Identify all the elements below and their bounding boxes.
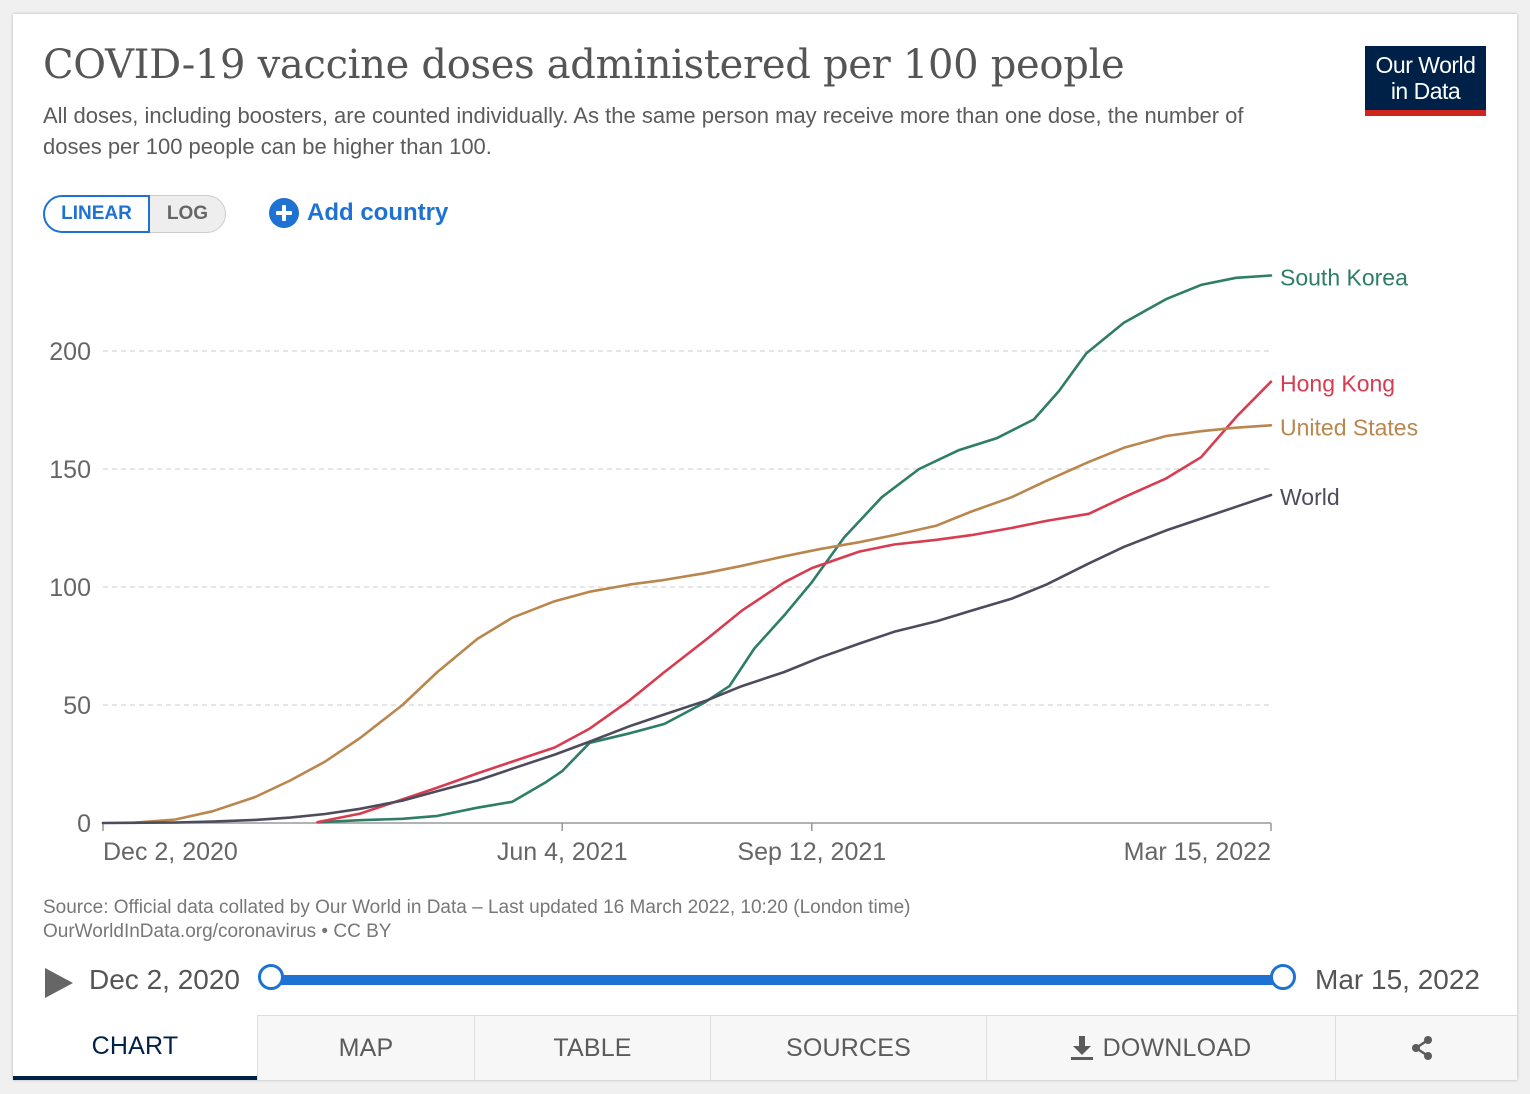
y-tick-label: 150 (49, 456, 91, 484)
series-lines (101, 274, 1273, 825)
series-line[interactable] (101, 493, 1273, 825)
timeline-start-handle[interactable] (258, 964, 284, 990)
y-tick-label: 50 (63, 692, 91, 720)
linear-scale-button[interactable]: LINEAR (43, 195, 150, 233)
log-scale-button[interactable]: LOG (150, 195, 226, 233)
share-icon (1411, 1036, 1432, 1060)
tab-share[interactable] (1335, 1015, 1517, 1080)
source-url[interactable]: OurWorldInData.org/coronavirus • CC BY (43, 921, 392, 942)
series-labels: South Korea Hong Kong United States World (1280, 264, 1418, 509)
line-chart: 0 50 100 150 200 Dec 2, 2020 Jun 4, 2021 Sep 12… (49, 264, 1418, 866)
tab-download[interactable]: DOWNLOAD (986, 1015, 1335, 1080)
tab-bar: CHART MAP TABLE SOURCES DOWNLOAD (13, 1015, 1517, 1080)
x-tick-label: Mar 15, 2022 (1124, 838, 1271, 866)
y-tick-label: 0 (77, 810, 91, 838)
logo-line-2: in Data (1390, 78, 1461, 104)
tab-map[interactable]: MAP (257, 1015, 474, 1080)
chart-card: COVID-19 vaccine doses administered per … (13, 14, 1517, 1080)
series-line[interactable] (131, 424, 1273, 825)
scale-toggle: LINEAR LOG (43, 195, 226, 233)
source-note: Source: Official data collated by Our Wo… (43, 896, 910, 944)
chart-title: COVID-19 vaccine doses administered per … (43, 42, 1125, 88)
chart-subtitle: All doses, including boosters, are count… (43, 103, 1244, 159)
axes: 0 50 100 150 200 Dec 2, 2020 Jun 4, 2021 Sep 12… (49, 338, 1272, 866)
source-text: Source: Official data collated by Our Wo… (43, 897, 911, 918)
add-country-button[interactable]: Add country (268, 197, 448, 229)
owid-logo[interactable]: Our World in Data (1365, 46, 1486, 116)
series-label[interactable]: World (1280, 484, 1340, 510)
logo-line-1: Our World (1375, 52, 1476, 78)
series-line[interactable] (316, 274, 1273, 824)
add-country-label: Add country (307, 199, 449, 226)
series-line[interactable] (316, 380, 1273, 824)
series-label[interactable]: South Korea (1280, 264, 1408, 290)
x-tick-label: Dec 2, 2020 (103, 838, 238, 866)
tab-chart[interactable]: CHART (13, 1015, 257, 1080)
play-icon[interactable] (43, 966, 75, 1000)
y-tick-label: 200 (49, 338, 91, 366)
timeline-track[interactable] (271, 975, 1283, 985)
x-tick-label: Jun 4, 2021 (497, 838, 628, 866)
timeline-end-label: Mar 15, 2022 (1315, 964, 1480, 995)
gridlines (103, 350, 1271, 706)
download-icon (1070, 1036, 1093, 1060)
timeline-end-handle[interactable] (1270, 964, 1296, 990)
series-label[interactable]: United States (1280, 414, 1418, 440)
download-label: DOWNLOAD (1102, 1033, 1252, 1062)
tab-table[interactable]: TABLE (474, 1015, 710, 1080)
timeline-slider: Dec 2, 2020 Mar 15, 2022 (13, 962, 1517, 1002)
y-tick-label: 100 (49, 574, 91, 602)
timeline-start-label: Dec 2, 2020 (89, 964, 240, 995)
plus-circle-icon (269, 198, 299, 228)
x-tick-label: Sep 12, 2021 (737, 838, 886, 866)
series-label[interactable]: Hong Kong (1280, 371, 1395, 397)
tab-sources[interactable]: SOURCES (710, 1015, 986, 1080)
